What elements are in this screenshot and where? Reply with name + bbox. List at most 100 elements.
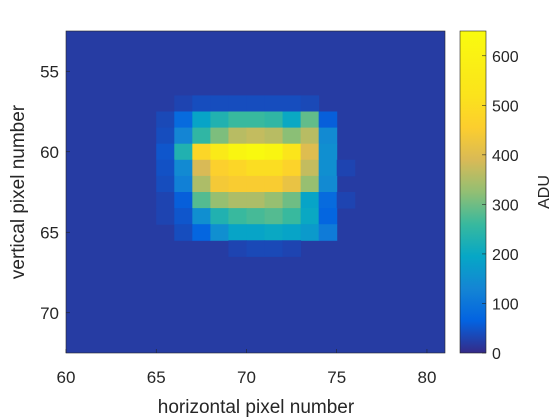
heatmap-cell — [156, 208, 175, 225]
heatmap-cell — [156, 175, 175, 193]
heatmap-cell — [318, 208, 338, 225]
heatmap-cell — [228, 95, 247, 112]
heatmap-cell — [174, 95, 193, 112]
colorbar-tick-label: 300 — [492, 197, 519, 214]
heatmap-cell — [246, 208, 266, 225]
y-tick-label: 55 — [40, 62, 59, 81]
heatmap-cell — [228, 175, 247, 193]
heatmap-cell — [174, 175, 193, 193]
heatmap-cell — [210, 143, 229, 161]
heatmap-cell — [246, 224, 266, 241]
heatmap-cell — [192, 224, 211, 241]
heatmap-cell — [192, 95, 211, 112]
colorbar-tick-label: 400 — [492, 148, 519, 165]
heatmap-cell — [192, 143, 211, 161]
colorbar-tick-label: 500 — [492, 98, 519, 115]
x-tick-label: 60 — [57, 368, 76, 387]
heatmap-cell — [300, 175, 320, 193]
heatmap-cell — [264, 143, 284, 161]
heatmap-cell — [210, 224, 229, 241]
heatmap-cell — [318, 192, 338, 209]
heatmap-cell — [156, 127, 175, 145]
heatmap-cell — [264, 95, 284, 112]
heatmap-cell — [282, 159, 302, 177]
heatmap-cell — [192, 159, 211, 177]
heatmap-cell — [192, 192, 211, 209]
heatmap-cell — [282, 95, 302, 112]
heatmap-cell — [174, 111, 193, 129]
heatmap-cell — [174, 208, 193, 225]
heatmap-cell — [318, 159, 338, 177]
colorbar-tick-label: 200 — [492, 247, 519, 264]
heatmap-cell — [228, 208, 247, 225]
heatmap-cell — [174, 224, 193, 241]
y-tick-label: 70 — [40, 304, 59, 323]
heatmap-cell — [318, 143, 338, 161]
heatmap-cell — [246, 143, 266, 161]
heatmap-cell — [246, 111, 266, 129]
heatmap-cell — [246, 192, 266, 209]
heatmap-cell — [228, 111, 247, 129]
heatmap-cell — [264, 192, 284, 209]
heatmap-cell — [192, 111, 211, 129]
heatmap-cell — [246, 240, 266, 257]
y-axis-label: vertical pixel number — [8, 104, 29, 279]
heatmap-cell — [156, 111, 175, 129]
heatmap-cell — [174, 143, 193, 161]
heatmap-cell — [210, 95, 229, 112]
heatmap-cell — [210, 111, 229, 129]
heatmap-cell — [282, 175, 302, 193]
heatmap-cell — [282, 143, 302, 161]
heatmap-cell — [300, 224, 320, 241]
x-tick-label: 70 — [237, 368, 256, 387]
heatmap-cell — [156, 159, 175, 177]
heatmap-cell — [174, 159, 193, 177]
heatmap-cell — [264, 127, 284, 145]
y-tick-label: 65 — [40, 223, 59, 242]
heatmap-cell — [210, 127, 229, 145]
heatmap-cell — [174, 127, 193, 145]
heatmap-cell — [246, 95, 266, 112]
heatmap-cell — [246, 127, 266, 145]
heatmap-cell — [192, 127, 211, 145]
heatmap-cell — [228, 224, 247, 241]
heatmap-cell — [192, 175, 211, 193]
heatmap-cell — [210, 175, 229, 193]
heatmap-cell — [300, 95, 320, 112]
heatmap-cell — [264, 208, 284, 225]
heatmap-cell — [174, 192, 193, 209]
heatmap-cell — [228, 159, 247, 177]
heatmap-cell — [282, 111, 302, 129]
heatmap-cell — [264, 224, 284, 241]
colorbar-ticks: 0 100 200 300 400 500 600 — [482, 49, 519, 363]
colorbar-label: ADU — [536, 175, 553, 209]
heatmap-cell — [336, 159, 356, 177]
heatmap-cell — [282, 240, 302, 257]
heatmap-cell — [282, 127, 302, 145]
heatmap-cell — [192, 208, 211, 225]
colorbar-tick-label: 100 — [492, 296, 519, 313]
colorbar-tick-label: 600 — [492, 49, 519, 66]
heatmap-cell — [336, 192, 356, 209]
heatmap-cell — [264, 175, 284, 193]
heatmap-cell — [210, 208, 229, 225]
heatmap-cell — [228, 240, 247, 257]
heatmap-cell — [300, 192, 320, 209]
heatmap-cell — [282, 192, 302, 209]
x-axis-label: horizontal pixel number — [158, 397, 355, 418]
heatmap-cell — [210, 192, 229, 209]
colorbar-gradient — [460, 31, 486, 353]
heatmap-cell — [300, 127, 320, 145]
colorbar-tick-label: 0 — [492, 346, 501, 363]
x-axis: 60 65 70 75 80 — [57, 349, 436, 387]
heatmap-cell — [318, 175, 338, 193]
plot-area — [65, 30, 446, 354]
heatmap-cell — [264, 240, 284, 257]
heatmap-cell — [264, 159, 284, 177]
colorbar: 0 100 200 300 400 500 600 — [459, 30, 519, 363]
heatmap-cell — [228, 192, 247, 209]
x-tick-label: 65 — [147, 368, 166, 387]
heatmap-cell — [282, 224, 302, 241]
heatmap-cell — [300, 111, 320, 129]
